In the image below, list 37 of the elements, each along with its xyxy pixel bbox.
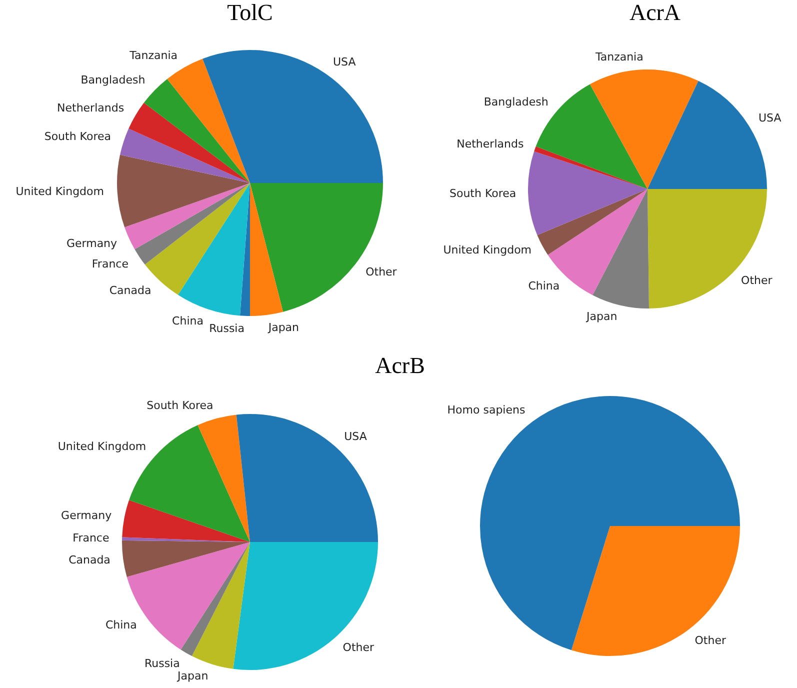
slice-label: Bangladesh bbox=[484, 96, 548, 109]
slice-label: South Korea bbox=[44, 130, 112, 144]
slice-label: France bbox=[92, 257, 129, 270]
slice-label: USA bbox=[758, 111, 782, 124]
slice-label: Other bbox=[342, 640, 374, 654]
slice-label: South Korea bbox=[449, 186, 516, 200]
slice-label: China bbox=[172, 314, 204, 328]
slice-label: USA bbox=[332, 55, 356, 68]
slice-label: Japan bbox=[176, 669, 208, 682]
slice-label: Russia bbox=[209, 322, 244, 336]
slice-label: Netherlands bbox=[456, 138, 524, 151]
slice-label: Russia bbox=[144, 656, 180, 670]
slice-label: Netherlands bbox=[57, 101, 124, 114]
slice-label: Tanzania bbox=[128, 48, 178, 62]
slice-label: Homo sapiens bbox=[447, 404, 526, 417]
slice-label: China bbox=[105, 618, 137, 632]
slice-label: Japan bbox=[267, 321, 300, 334]
slice-label: United Kingdom bbox=[443, 244, 532, 257]
slice-label: USA bbox=[344, 430, 368, 444]
slice-label: Canada bbox=[68, 553, 110, 566]
slice-label: South Korea bbox=[146, 398, 214, 412]
slice-label: Bangladesh bbox=[80, 74, 146, 87]
slice-label: Other bbox=[366, 266, 398, 279]
slice-label: France bbox=[72, 531, 110, 544]
chart-title: AcrA bbox=[629, 0, 681, 26]
slice-label: Japan bbox=[586, 310, 618, 323]
slice-label: Canada bbox=[109, 284, 152, 297]
slice-label: Tanzania bbox=[594, 50, 644, 64]
chart-title: AcrB bbox=[375, 353, 425, 379]
slice-label: Other bbox=[741, 274, 773, 288]
slice-label: Germany bbox=[61, 508, 112, 522]
slice-label: China bbox=[528, 280, 560, 293]
slice-label: United Kingdom bbox=[58, 440, 146, 453]
chart-title: TolC bbox=[227, 0, 273, 26]
slice-label: Germany bbox=[66, 236, 118, 250]
slice-label: Other bbox=[694, 634, 726, 648]
slice-label: United Kingdom bbox=[16, 185, 104, 198]
